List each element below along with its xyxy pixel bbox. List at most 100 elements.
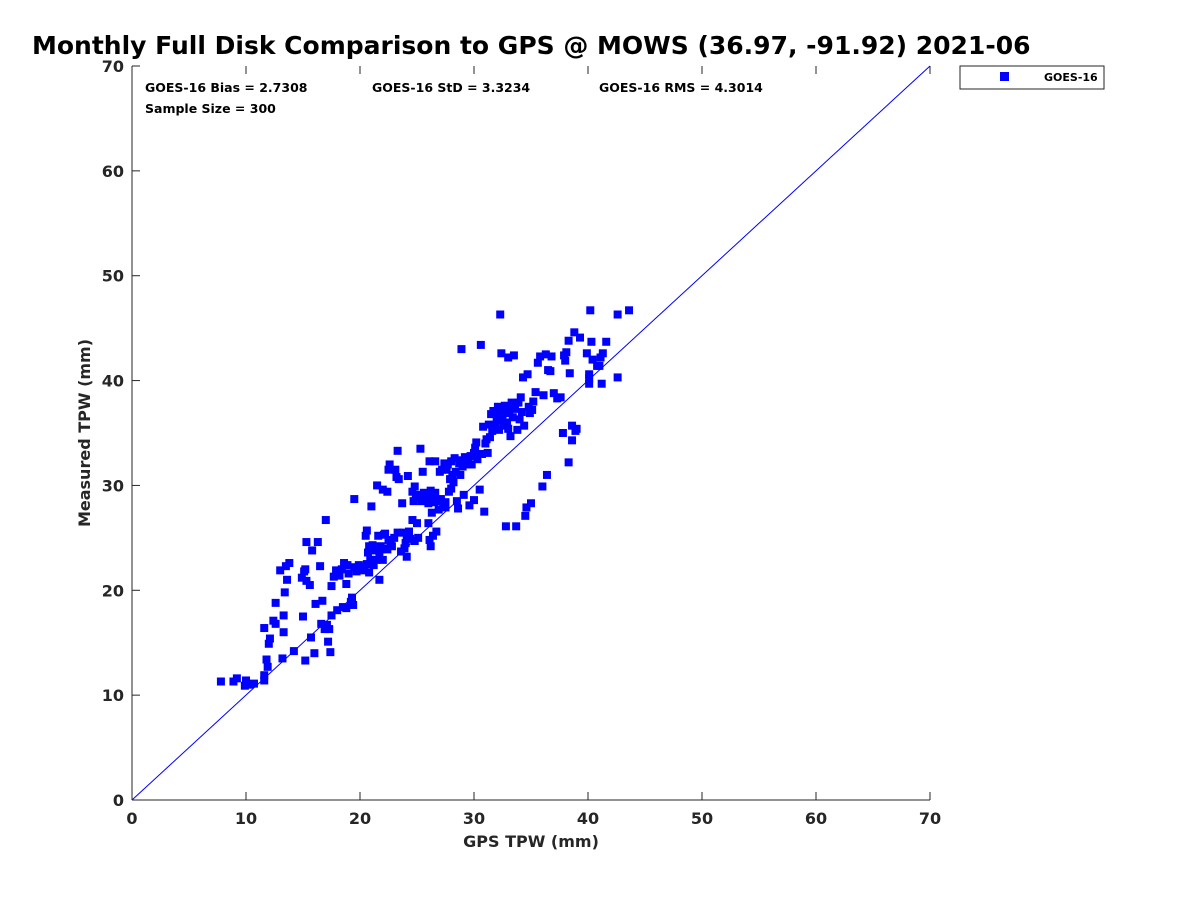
data-point — [564, 458, 573, 467]
data-point — [513, 425, 522, 434]
data-point — [249, 679, 258, 688]
data-point — [582, 349, 591, 358]
data-point — [384, 535, 393, 544]
data-point — [408, 487, 417, 496]
data-point — [216, 677, 225, 686]
data-point — [450, 454, 459, 463]
data-point — [596, 353, 605, 362]
data-point — [568, 421, 577, 430]
data-point — [368, 541, 377, 550]
data-point — [381, 529, 390, 538]
data-point — [349, 600, 358, 609]
data-point — [362, 526, 371, 535]
data-point — [370, 546, 379, 555]
x-tick-label: 60 — [805, 809, 827, 828]
data-point — [301, 565, 310, 574]
y-axis-label: Measured TPW (mm) — [75, 339, 94, 527]
data-point — [576, 333, 585, 342]
data-point — [350, 495, 359, 504]
data-point — [549, 389, 558, 398]
data-point — [521, 511, 530, 520]
data-point — [375, 575, 384, 584]
data-point — [271, 619, 280, 628]
data-point — [311, 599, 320, 608]
data-point — [403, 471, 412, 480]
data-point — [318, 596, 327, 605]
data-point — [327, 582, 336, 591]
data-point — [452, 497, 461, 506]
y-tick-label: 40 — [102, 372, 124, 391]
data-point — [523, 370, 532, 379]
data-point — [413, 519, 421, 528]
data-point — [337, 565, 346, 574]
data-point — [276, 566, 285, 575]
plot-area: 0 10 20 30 40 50 60 70 0 10 20 30 40 50 60 70 — [102, 57, 941, 828]
data-point — [367, 502, 376, 511]
data-point — [316, 562, 325, 571]
data-point — [271, 598, 280, 607]
data-point — [454, 504, 463, 513]
data-point — [483, 448, 492, 457]
data-point — [361, 531, 370, 540]
stats-box: GOES-16 Bias = 2.7308 GOES-16 StD = 3.32… — [145, 80, 763, 116]
data-point — [327, 611, 336, 620]
y-tick-label: 50 — [102, 267, 124, 286]
data-point — [531, 388, 540, 397]
data-point — [463, 460, 472, 469]
data-point — [470, 496, 478, 505]
data-point — [414, 533, 423, 542]
data-point — [406, 534, 415, 543]
data-point — [326, 648, 335, 657]
data-point — [585, 370, 594, 379]
data-point — [441, 498, 450, 507]
data-point — [595, 361, 604, 370]
data-point — [305, 581, 314, 590]
data-point — [481, 439, 490, 448]
data-point — [470, 448, 478, 457]
data-point — [496, 408, 505, 417]
data-point — [527, 499, 535, 508]
x-ticks: 0 10 20 30 40 50 60 70 — [126, 66, 941, 828]
data-point — [458, 462, 467, 471]
data-point — [570, 328, 579, 337]
data-point — [402, 552, 411, 561]
data-point — [302, 576, 311, 585]
data-point — [479, 422, 488, 431]
data-point — [394, 475, 403, 484]
legend-marker — [1000, 72, 1009, 81]
data-point — [325, 625, 334, 634]
data-point — [342, 579, 351, 588]
y-tick-label: 70 — [102, 57, 124, 76]
data-point — [456, 470, 465, 479]
data-point — [602, 337, 611, 346]
data-point — [393, 446, 402, 455]
data-point — [547, 352, 556, 361]
data-point — [511, 404, 520, 413]
y-ticks: 0 10 20 30 40 50 60 70 — [102, 57, 140, 810]
x-tick-label: 30 — [463, 809, 485, 828]
data-point — [383, 487, 392, 496]
data-point — [465, 501, 474, 510]
data-point — [260, 671, 269, 680]
data-point — [260, 624, 269, 633]
data-point — [477, 449, 486, 458]
data-point — [387, 542, 396, 551]
x-tick-label: 50 — [691, 809, 713, 828]
data-point — [348, 593, 357, 602]
data-point — [425, 535, 434, 544]
data-point — [564, 336, 573, 345]
data-point — [516, 393, 525, 402]
data-point — [539, 391, 548, 400]
data-point — [519, 373, 528, 382]
data-point — [263, 662, 272, 671]
data-point — [436, 495, 445, 504]
data-point — [317, 619, 326, 628]
data-point — [451, 467, 460, 476]
data-point — [415, 490, 424, 499]
data-point — [408, 516, 417, 525]
bias-stat: GOES-16 Bias = 2.7308 — [145, 80, 307, 95]
sample-size-stat: Sample Size = 300 — [145, 101, 276, 116]
data-point — [475, 485, 484, 494]
data-point — [598, 349, 607, 358]
data-point — [568, 436, 577, 445]
